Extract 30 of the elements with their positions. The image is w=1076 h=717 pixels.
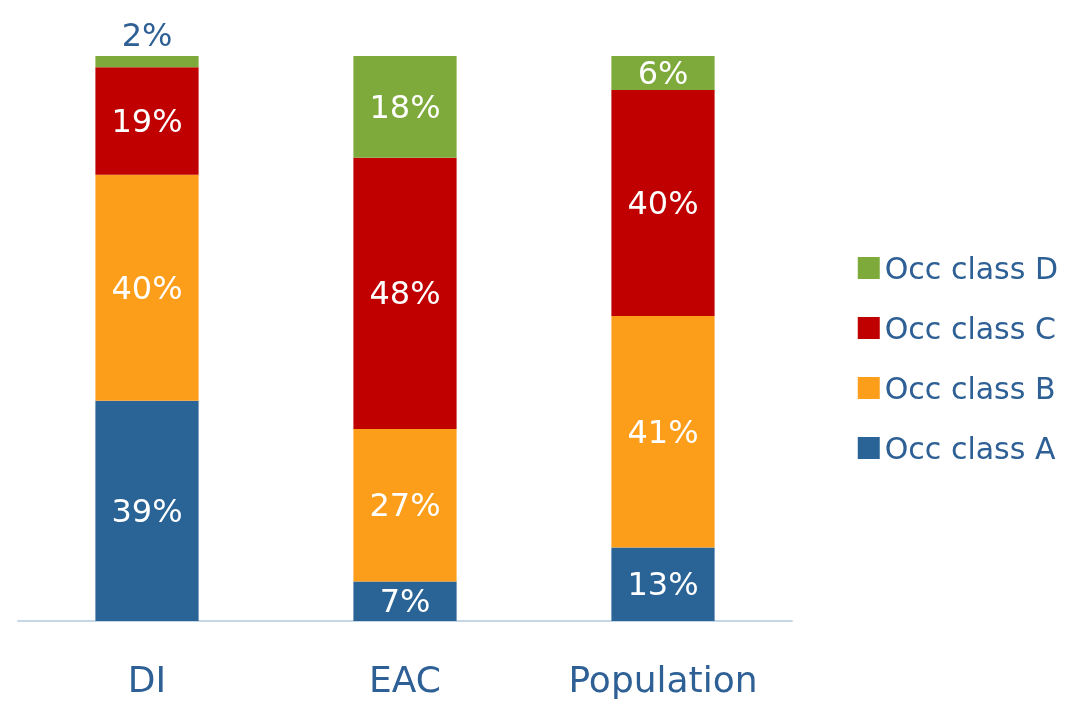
bar — [95, 400, 199, 621]
bar — [353, 428, 457, 582]
data-label: 6% — [637, 53, 689, 92]
data-label: 27% — [369, 486, 441, 525]
data-label: 19% — [111, 101, 183, 140]
data-label: 39% — [111, 491, 183, 530]
legend-label: Occ class A — [884, 430, 1056, 466]
bar — [353, 157, 457, 429]
bar — [353, 56, 457, 158]
bar — [353, 581, 457, 621]
bar — [95, 174, 199, 401]
bar — [611, 89, 715, 316]
bar — [611, 547, 715, 621]
data-label: 41% — [627, 412, 699, 451]
data-label: 48% — [369, 274, 441, 313]
x-tick-label: Population — [568, 658, 758, 700]
x-tick-label: EAC — [369, 658, 441, 700]
legend-label: Occ class C — [884, 310, 1056, 346]
data-label: 7% — [379, 582, 431, 621]
legend-label: Occ class D — [884, 250, 1058, 286]
data-label: 2% — [121, 16, 173, 54]
data-label: 40% — [111, 268, 183, 307]
legend-label: Occ class B — [884, 370, 1056, 406]
data-label: 40% — [627, 183, 699, 222]
bar — [95, 56, 199, 68]
bar — [611, 315, 715, 548]
data-label: 13% — [627, 565, 699, 604]
x-tick-label: DI — [127, 658, 167, 700]
bar — [95, 67, 199, 175]
data-label: 18% — [369, 87, 441, 126]
